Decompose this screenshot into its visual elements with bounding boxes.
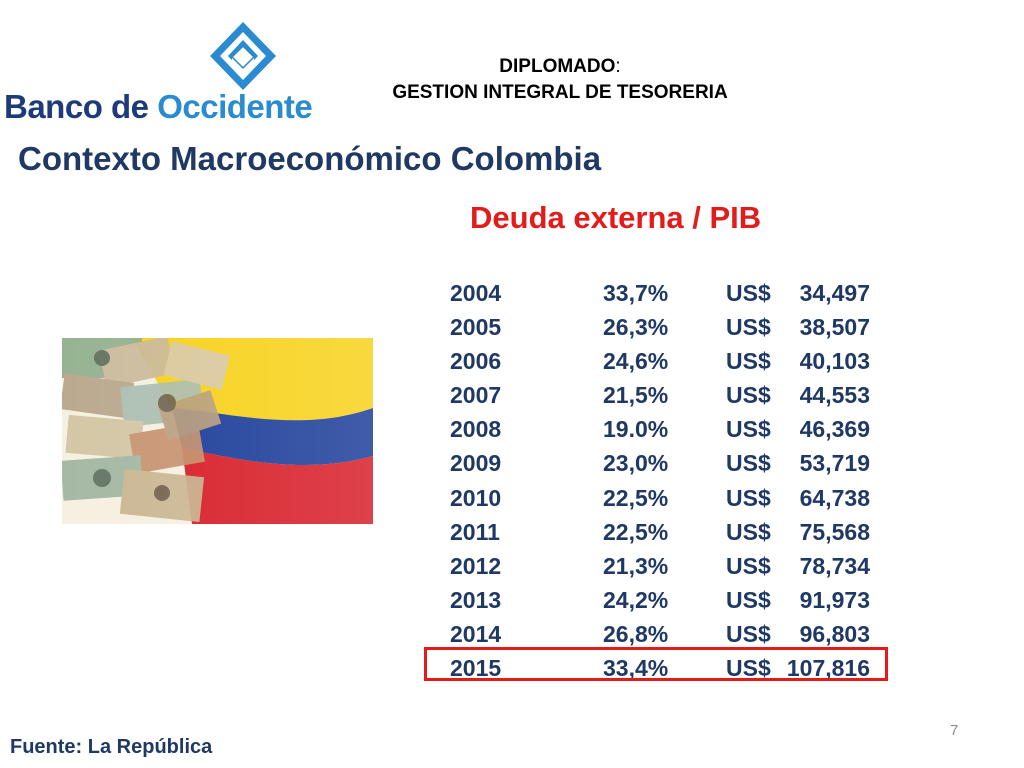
table-row: 2009 23,0% US$ 53,719: [450, 446, 880, 480]
bank-logo: Banco de Occidente: [4, 18, 313, 128]
percent-cell: 26,8%: [603, 620, 669, 647]
currency-cell: US$: [726, 314, 771, 341]
year-cell: 2006: [450, 348, 502, 375]
logo-word-occidente: Occidente: [157, 88, 313, 125]
percent-cell: 26,3%: [603, 314, 669, 341]
amount-cell: 96,803: [799, 620, 870, 647]
percent-cell: 23,0%: [603, 450, 669, 477]
header-line1-suffix: :: [615, 56, 621, 77]
table-row: 2014 26,8% US$ 96,803: [450, 617, 880, 651]
currency-cell: US$: [726, 450, 771, 477]
table-row: 2011 22,5% US$ 75,568: [450, 515, 880, 549]
percent-cell: 21,3%: [603, 552, 669, 579]
year-cell: 2014: [450, 620, 502, 647]
currency-cell: US$: [726, 655, 771, 682]
amount-cell: 75,568: [799, 518, 870, 545]
percent-cell: 24,6%: [603, 348, 669, 375]
year-cell: 2010: [450, 484, 502, 511]
source-note: Fuente: La República: [10, 736, 213, 758]
table-row: 2006 24,6% US$ 40,103: [450, 344, 880, 378]
year-cell: 2015: [450, 655, 502, 682]
highlight-box-2015: [424, 647, 888, 681]
percent-cell: 21,5%: [603, 382, 669, 409]
amount-cell: 38,507: [799, 314, 870, 341]
currency-cell: US$: [726, 348, 771, 375]
year-cell: 2004: [450, 280, 502, 306]
table-row: 2008 19.0% US$ 46,369: [450, 412, 880, 446]
course-header: DIPLOMADO: GESTION INTEGRAL DE TESORERIA: [340, 54, 780, 106]
currency-cell: US$: [726, 382, 771, 409]
year-cell: 2011: [450, 518, 500, 545]
amount-cell: 53,719: [799, 450, 870, 477]
slide-title: Contexto Macroeconómico Colombia: [18, 140, 602, 177]
currency-cell: US$: [726, 586, 771, 613]
table-row: 2004 33,7% US$ 34,497: [450, 276, 880, 310]
year-cell: 2007: [450, 382, 502, 409]
money-flag-image: [62, 338, 373, 524]
year-cell: 2012: [450, 552, 502, 579]
amount-cell: 40,103: [799, 348, 870, 375]
table-row: 2007 21,5% US$ 44,553: [450, 378, 880, 412]
table-row: 2012 21,3% US$ 78,734: [450, 549, 880, 583]
percent-cell: 22,5%: [603, 484, 669, 511]
amount-cell: 107,816: [786, 655, 870, 682]
currency-cell: US$: [726, 620, 771, 647]
amount-cell: 44,553: [799, 382, 870, 409]
currency-cell: US$: [726, 484, 771, 511]
page-number: 7: [950, 722, 959, 739]
table-row: 2015 33,4% US$ 107,816: [450, 651, 880, 685]
amount-cell: 91,973: [799, 586, 870, 613]
bank-logo-text: Banco de Occidente: [4, 88, 313, 126]
percent-cell: 19.0%: [603, 416, 669, 443]
amount-cell: 64,738: [799, 484, 870, 511]
currency-cell: US$: [726, 518, 771, 545]
amount-cell: 34,497: [799, 280, 870, 306]
currency-cell: US$: [726, 552, 771, 579]
currency-cell: US$: [726, 280, 771, 306]
percent-cell: 22,5%: [603, 518, 669, 545]
percent-cell: 33,7%: [603, 280, 669, 306]
header-line1: DIPLOMADO: [499, 56, 616, 77]
year-cell: 2013: [450, 586, 502, 613]
header-line2: GESTION INTEGRAL DE TESORERIA: [392, 82, 728, 103]
bank-logo-icon: [210, 22, 276, 90]
table-row: 2013 24,2% US$ 91,973: [450, 583, 880, 617]
external-debt-table: 2004 33,7% US$ 34,497 2005 26,3% US$ 38,507 2006…: [450, 276, 880, 685]
logo-word-banco: Banco de: [4, 88, 149, 125]
amount-cell: 78,734: [799, 552, 870, 579]
year-cell: 2005: [450, 314, 502, 341]
table-row: 2010 22,5% US$ 64,738: [450, 481, 880, 515]
year-cell: 2009: [450, 450, 502, 477]
currency-cell: US$: [726, 416, 771, 443]
amount-cell: 46,369: [799, 416, 870, 443]
percent-cell: 33,4%: [603, 655, 669, 682]
year-cell: 2008: [450, 416, 502, 443]
money-flag-illustration: [62, 338, 373, 524]
percent-cell: 24,2%: [603, 586, 669, 613]
slide-subtitle: Deuda externa / PIB: [470, 200, 762, 235]
table-row: 2005 26,3% US$ 38,507: [450, 310, 880, 344]
